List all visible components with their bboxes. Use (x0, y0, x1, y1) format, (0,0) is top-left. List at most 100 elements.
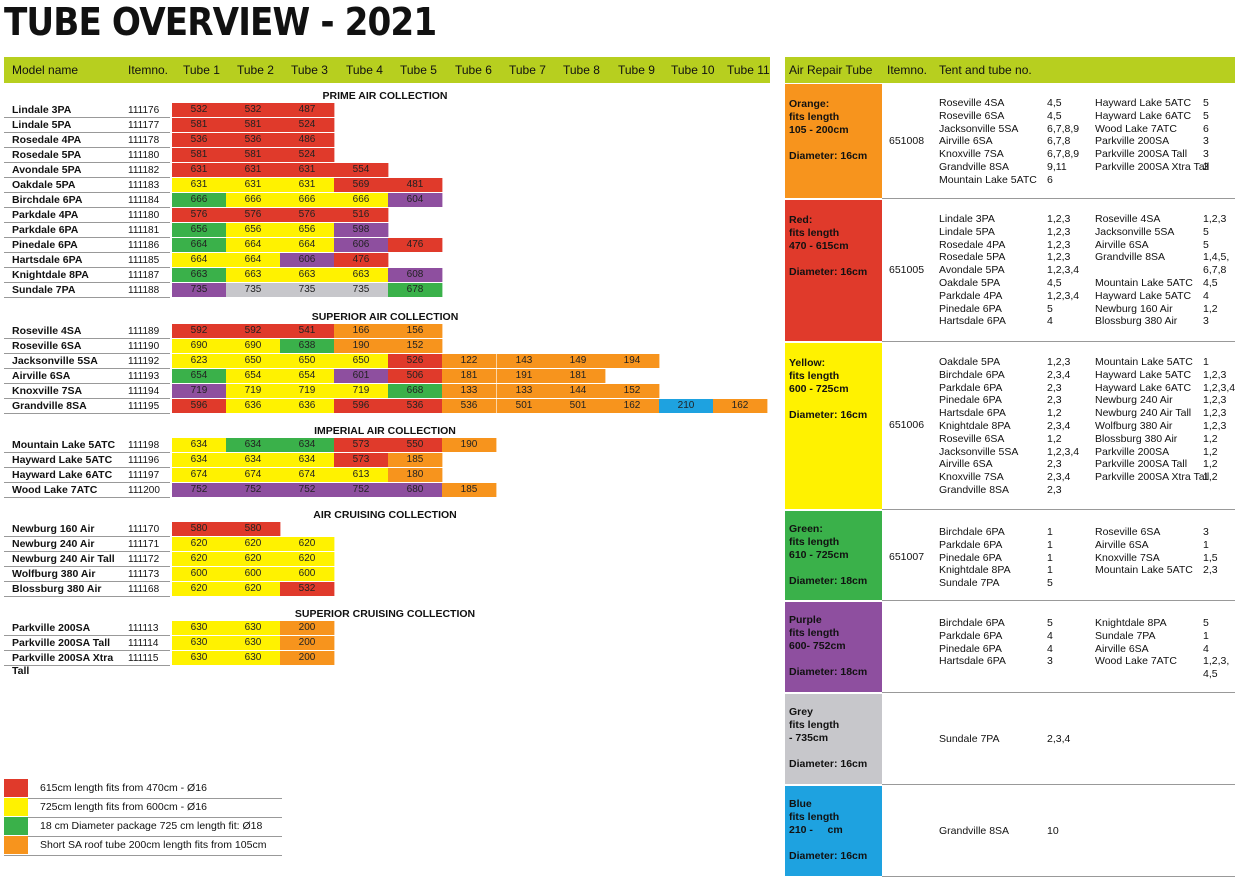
tube-cell: 631 (172, 178, 227, 192)
block-divider (882, 784, 1235, 785)
tube-numbers: 6 (1203, 122, 1209, 135)
tube-cell: 596 (334, 399, 389, 413)
row-divider (4, 566, 170, 567)
table-row: Pinedale 6PA 111186 664 664 664 606 476 (4, 238, 770, 253)
tent-name: Oakdale 5PA (939, 356, 1001, 368)
tube-cell: 656 (280, 223, 335, 237)
tube-cell: 598 (334, 223, 389, 237)
model-name: Wolfburg 380 Air (12, 568, 96, 580)
block-divider (882, 692, 1235, 693)
tent-name: Knoxville 7SA (939, 148, 1004, 161)
tube-cell: 674 (226, 468, 281, 482)
tube-cell: 663 (280, 268, 335, 282)
header-tube-4: Tube 4 (346, 63, 383, 77)
tube-numbers: 3 (1203, 135, 1209, 148)
tent-name: Blossburg 380 Air (1095, 315, 1178, 328)
label-line: Diameter: 16cm (789, 758, 868, 770)
model-name: Roseville 4SA (12, 325, 82, 337)
row-divider (4, 665, 170, 666)
tube-cell: 735 (334, 283, 389, 297)
tube-numbers: 1 (1047, 538, 1053, 551)
item-number: 111196 (128, 455, 160, 466)
tube-cell: 143 (497, 354, 552, 368)
model-name: Rosedale 5PA (12, 149, 82, 161)
tube-cell: 576 (226, 208, 281, 222)
header-tube-3: Tube 3 (291, 63, 328, 77)
tent-name: Airville 6SA (1095, 238, 1149, 251)
tube-cell: 719 (280, 384, 335, 398)
table-row: Grandville 8SA 111195 596 636 636 596 536 536 50… (4, 399, 770, 414)
legend-text: 18 cm Diameter package 725 cm length fit… (40, 820, 263, 832)
label-line: 105 - 200cm (789, 124, 849, 136)
tent-name: Roseville 6SA (939, 109, 1005, 122)
repair-block: Blue fits length 210 - cm Diameter: 16cm Gra… (785, 786, 1235, 877)
label-line: - 735cm (789, 732, 829, 744)
tube-numbers: 1,2,3 (1047, 356, 1071, 368)
tube-cell: 532 (226, 103, 281, 117)
header-air-repair-tube: Air Repair Tube (789, 63, 873, 77)
tube-cell: 634 (280, 453, 335, 467)
tube-cell: 620 (226, 552, 281, 566)
repair-block: Orange: fits length 105 - 200cm Diameter: 1… (785, 84, 1235, 199)
tube-cell: 162 (605, 399, 660, 413)
tube-numbers: 5 (1047, 302, 1053, 315)
header-tube-8: Tube 8 (563, 63, 600, 77)
row-divider (4, 353, 170, 354)
tent-name: Parkdale 6PA (939, 538, 1003, 551)
tube-numbers: 5 (1203, 225, 1209, 238)
header-tube-2: Tube 2 (237, 63, 274, 77)
table-row: Parkdale 6PA 111181 656 656 656 598 (4, 223, 770, 238)
table-row: Newburg 240 Air Tall 111172 620 620 620 (4, 552, 770, 567)
tent-name: Grandville 8SA (939, 825, 1010, 837)
tube-cell: 690 (172, 339, 227, 353)
row-divider (4, 635, 170, 636)
model-name: Knightdale 8PA (12, 269, 89, 281)
table-row: Hayward Lake 5ATC 111196 634 634 634 573 185 (4, 453, 770, 468)
tube-cell: 719 (172, 384, 227, 398)
tent-name: Lindale 3PA (939, 213, 995, 225)
tube-cell: 606 (280, 253, 335, 267)
tube-numbers: 1,2,3,4 (1203, 381, 1236, 394)
tube-numbers: 1,2,3,4 (1047, 445, 1080, 458)
label-line: Diameter: 18cm (789, 666, 868, 678)
tube-numbers: 1 (1047, 564, 1053, 577)
table-row: Rosedale 4PA 111178 536 536 486 (4, 133, 770, 148)
tube-cell: 719 (334, 384, 389, 398)
model-name: Newburg 240 Air (12, 538, 95, 550)
tent-name: Rosedale 4PA (939, 238, 1006, 251)
item-number: 111183 (128, 180, 160, 191)
tube-cell: 210 (659, 399, 714, 413)
tube-cell: 144 (551, 384, 606, 398)
row-divider (4, 482, 170, 483)
tube-cell: 654 (172, 369, 227, 383)
model-name: Mountain Lake 5ATC (12, 439, 116, 451)
tube-cell: 536 (172, 133, 227, 147)
tent-name: Birchdale 6PA (939, 526, 1005, 538)
tube-cell: 580 (226, 522, 281, 536)
row-divider (4, 497, 170, 498)
table-row: Hayward Lake 6ATC 111197 674 674 674 613 180 (4, 468, 770, 483)
row-divider (4, 297, 170, 298)
tube-cell: 678 (388, 283, 443, 297)
model-name: Knoxville 7SA (12, 385, 83, 397)
tube-cell: 596 (172, 399, 227, 413)
tube-numbers: 1,2,3 (1203, 213, 1227, 225)
item-number: 111180 (128, 210, 160, 221)
repair-block: Green: fits length 610 - 725cm Diameter: 18… (785, 511, 1235, 601)
repair-block: Grey fits length - 735cm Diameter: 16cm Sund… (785, 694, 1235, 785)
tube-numbers: 6,7,8 (1203, 264, 1227, 277)
tube-numbers: 3 (1203, 315, 1209, 328)
table-row: Roseville 6SA 111190 690 690 638 190 152 (4, 339, 770, 354)
tube-numbers: 9,11 (1047, 161, 1067, 173)
tube-numbers: 1 (1203, 538, 1209, 551)
model-name: Rosedale 4PA (12, 134, 82, 146)
tube-numbers: 4,5 (1047, 109, 1062, 122)
tent-name: Sundale 7PA (1095, 629, 1156, 642)
tube-cell: 576 (280, 208, 335, 222)
left-table-header: Model name Itemno. Tube 1 Tube 2 Tube 3 Tube … (4, 57, 770, 83)
tube-cell: 664 (226, 253, 281, 267)
legend-text: Short SA roof tube 200cm length fits fro… (40, 839, 267, 851)
section-title: SUPERIOR CRUISING COLLECTION (294, 608, 476, 620)
tube-cell: 532 (172, 103, 227, 117)
item-number: 111186 (128, 240, 160, 251)
